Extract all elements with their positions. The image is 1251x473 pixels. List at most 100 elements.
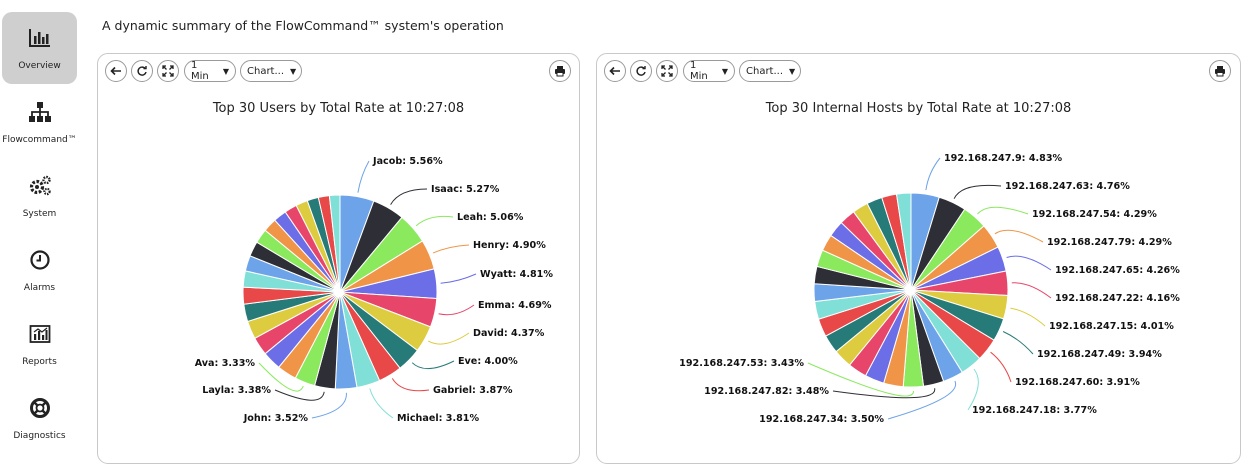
interval-select[interactable]: 1 Min ▼ xyxy=(683,60,735,82)
slice-label: Wyatt: 4.81% xyxy=(480,269,553,280)
nav-label: Flowcommand™ xyxy=(2,135,77,145)
chart-type-select[interactable]: Chart... ▼ xyxy=(739,60,801,82)
slice-label: 192.168.247.22: 4.16% xyxy=(1055,293,1180,304)
leader-line xyxy=(925,157,941,191)
leader-line xyxy=(807,362,915,397)
chevron-down-icon: ▼ xyxy=(290,66,297,76)
slice-label: John: 3.52% xyxy=(243,413,309,424)
expand-icon xyxy=(162,65,174,77)
slice-label: Jacob: 5.56% xyxy=(372,156,443,167)
slice-label: Henry: 4.90% xyxy=(473,240,546,251)
slice-label: 192.168.247.54: 4.29% xyxy=(1032,209,1157,220)
chart-panel-hosts: 1 Min ▼ Chart... ▼ Top 30 Internal Hosts b… xyxy=(596,53,1241,464)
fullscreen-button[interactable] xyxy=(157,60,179,82)
leader-line xyxy=(357,160,370,193)
chevron-down-icon: ▼ xyxy=(222,66,229,76)
interval-select[interactable]: 1 Min ▼ xyxy=(184,60,236,82)
refresh-button[interactable] xyxy=(630,60,652,82)
leader-line xyxy=(1002,331,1034,355)
arrow-left-icon xyxy=(110,66,121,76)
leader-line xyxy=(887,380,957,420)
leader-line xyxy=(438,304,475,316)
refresh-icon xyxy=(636,66,646,76)
slice-label: 192.168.247.53: 3.43% xyxy=(679,358,804,369)
nav-item-overview[interactable]: Overview xyxy=(2,12,77,84)
refresh-button[interactable] xyxy=(131,60,153,82)
leader-line xyxy=(977,206,1029,215)
leader-line xyxy=(1006,255,1052,271)
nav-item-system[interactable]: System xyxy=(2,160,77,232)
leader-line xyxy=(411,360,455,370)
pie-chart-users: Jacob: 5.56% Isaac: 5.27% Leah: 5.06% Henry… xyxy=(195,156,554,424)
nav-label: Reports xyxy=(22,357,57,367)
nav-item-flowcommand[interactable]: Flowcommand™ xyxy=(2,86,77,158)
slice-label: 192.168.247.9: 4.83% xyxy=(944,153,1063,164)
report-chart-icon xyxy=(28,322,52,346)
page-subtitle: A dynamic summary of the FlowCommand™ sy… xyxy=(102,18,504,33)
leader-line xyxy=(432,244,470,254)
leader-line xyxy=(953,184,1002,199)
slice-label: 192.168.247.63: 4.76% xyxy=(1005,181,1130,192)
chevron-down-icon: ▼ xyxy=(721,66,728,76)
leader-line xyxy=(990,351,1012,383)
slice-label: Emma: 4.69% xyxy=(478,300,552,311)
chart-title: Top 30 Users by Total Rate at 10:27:08 xyxy=(212,101,465,116)
slice-label: Gabriel: 3.87% xyxy=(433,385,513,396)
slice-label: Leah: 5.06% xyxy=(457,212,524,223)
network-tree-icon xyxy=(28,100,52,124)
leader-line xyxy=(415,215,454,227)
slice-label: 192.168.247.60: 3.91% xyxy=(1015,377,1140,388)
leader-line xyxy=(428,332,470,345)
leader-line xyxy=(994,229,1044,243)
nav-item-alarms[interactable]: Alarms xyxy=(2,234,77,306)
refresh-icon xyxy=(137,66,147,76)
slice-label: Ava: 3.33% xyxy=(195,358,256,369)
back-button[interactable] xyxy=(105,60,127,82)
leader-line xyxy=(390,188,428,205)
leader-line xyxy=(967,368,979,411)
leader-line xyxy=(369,388,394,419)
leader-line xyxy=(258,362,304,392)
interval-value: 1 Min xyxy=(690,60,708,82)
chart-type-value: Chart... xyxy=(247,65,285,77)
pie-slice[interactable] xyxy=(895,192,912,291)
chart-title: Top 30 Internal Hosts by Total Rate at 1… xyxy=(765,101,1072,116)
chevron-down-icon: ▼ xyxy=(789,66,796,76)
bar-chart-icon xyxy=(28,26,52,50)
slice-label: 192.168.247.34: 3.50% xyxy=(759,414,884,425)
leader-line xyxy=(440,273,477,284)
chart-panel-users: 1 Min ▼ Chart... ▼ Top 30 Users by Total R… xyxy=(97,53,580,464)
print-icon xyxy=(1215,66,1225,77)
back-button[interactable] xyxy=(604,60,626,82)
print-icon xyxy=(555,66,565,77)
print-button[interactable] xyxy=(1209,60,1231,82)
fullscreen-button[interactable] xyxy=(656,60,678,82)
gears-icon xyxy=(28,174,52,198)
pie-chart-hosts: 192.168.247.9: 4.83% 192.168.247.63: 4.76… xyxy=(679,153,1180,425)
nav-item-reports[interactable]: Reports xyxy=(2,308,77,380)
slice-label: Eve: 4.00% xyxy=(458,356,518,367)
slice-label: 192.168.247.65: 4.26% xyxy=(1055,265,1180,276)
nav-label: Overview xyxy=(18,61,61,71)
nav-label: Diagnostics xyxy=(13,431,66,441)
slice-label: 192.168.247.49: 3.94% xyxy=(1037,349,1162,360)
slice-label: Layla: 3.38% xyxy=(202,385,271,396)
arrow-left-icon xyxy=(609,66,620,76)
leader-line xyxy=(391,378,430,392)
interval-value: 1 Min xyxy=(191,60,209,82)
leader-line xyxy=(311,392,347,419)
slice-label: 192.168.247.15: 4.01% xyxy=(1049,321,1174,332)
chart-type-select[interactable]: Chart... ▼ xyxy=(240,60,302,82)
print-button[interactable] xyxy=(549,60,571,82)
slice-label: David: 4.37% xyxy=(473,328,545,339)
leader-line xyxy=(1010,307,1046,327)
pie-slice[interactable] xyxy=(328,194,341,293)
slice-label: 192.168.247.79: 4.29% xyxy=(1047,237,1172,248)
nav-item-diagnostics[interactable]: Diagnostics xyxy=(2,382,77,454)
expand-icon xyxy=(661,65,673,77)
leader-line xyxy=(832,388,936,399)
slice-label: Michael: 3.81% xyxy=(397,413,479,424)
nav-label: Alarms xyxy=(23,283,56,293)
leader-line xyxy=(274,389,325,401)
slice-label: 192.168.247.18: 3.77% xyxy=(972,405,1097,416)
